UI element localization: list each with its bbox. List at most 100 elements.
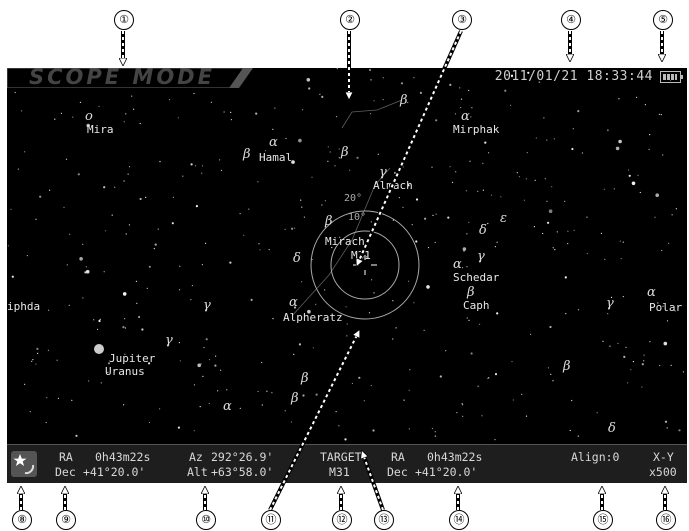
hamal-beta: β <box>243 147 251 162</box>
star <box>329 151 331 153</box>
star <box>298 138 302 143</box>
star <box>415 198 419 201</box>
star <box>141 328 144 331</box>
star <box>266 390 268 392</box>
az-label: Az <box>189 450 203 464</box>
star <box>300 199 302 201</box>
greek-gamma-3: γ <box>203 298 211 313</box>
star <box>523 199 526 201</box>
star <box>335 411 337 413</box>
star <box>494 373 498 376</box>
star <box>123 180 125 182</box>
star <box>293 306 297 309</box>
star <box>47 349 50 351</box>
star <box>449 83 452 86</box>
star <box>294 227 296 229</box>
star <box>338 425 340 427</box>
star <box>193 384 196 386</box>
star <box>208 359 211 361</box>
star <box>496 312 499 315</box>
star <box>146 287 148 289</box>
star <box>479 323 481 325</box>
star <box>308 87 311 90</box>
star <box>666 320 669 322</box>
star <box>484 141 487 144</box>
star <box>35 218 37 220</box>
label-uranus: Uranus <box>105 365 145 378</box>
star <box>46 397 48 399</box>
star <box>510 104 512 106</box>
star <box>469 160 471 162</box>
star <box>301 206 303 208</box>
star <box>461 403 463 405</box>
star-mode-icon[interactable] <box>11 451 37 477</box>
alt-label: Alt <box>187 465 208 479</box>
greek-delta-2: δ <box>479 223 487 238</box>
star <box>402 206 404 208</box>
star <box>123 404 125 406</box>
star <box>274 107 276 109</box>
callout-1: ① <box>114 10 134 30</box>
star <box>87 271 89 273</box>
callout-15: ⑮ <box>593 510 613 530</box>
star <box>542 232 544 235</box>
az-value: 292°26.9' <box>211 450 274 464</box>
star <box>199 406 201 408</box>
label-almach: Almach <box>373 179 413 192</box>
star <box>82 243 84 245</box>
star <box>131 95 133 97</box>
star <box>482 162 484 164</box>
star <box>331 246 333 249</box>
star <box>272 128 274 130</box>
battery-icon <box>660 71 683 83</box>
star <box>643 354 645 356</box>
star <box>177 117 179 119</box>
greek-delta-3: δ <box>608 421 616 436</box>
star <box>194 165 197 167</box>
star <box>439 375 442 378</box>
star <box>512 399 514 401</box>
star <box>415 240 418 243</box>
star <box>201 264 203 266</box>
star <box>105 230 107 232</box>
star <box>82 297 84 299</box>
greek-gamma-5: γ <box>606 296 614 311</box>
star <box>434 241 436 244</box>
alt-value: +63°58.0' <box>211 465 274 479</box>
star <box>57 397 60 399</box>
star <box>48 309 50 311</box>
star <box>259 249 261 251</box>
star <box>622 296 624 298</box>
star <box>56 359 58 361</box>
star <box>627 382 629 384</box>
star <box>504 89 507 92</box>
star <box>363 400 365 402</box>
star <box>308 429 310 431</box>
star <box>111 214 113 216</box>
star <box>662 305 664 307</box>
star <box>569 429 571 432</box>
star <box>434 435 436 437</box>
star <box>660 114 662 116</box>
callout-11: ⑪ <box>261 510 281 530</box>
star <box>138 315 141 319</box>
star <box>525 415 528 417</box>
star <box>607 129 609 131</box>
star <box>671 214 673 216</box>
star <box>250 298 253 301</box>
datetime-display: 2011/01/21 18:33:44 <box>494 69 653 84</box>
star <box>85 266 87 268</box>
star <box>272 318 274 320</box>
greek-beta-2: β <box>341 145 349 160</box>
star <box>124 353 126 355</box>
star <box>66 264 68 266</box>
star <box>358 376 361 379</box>
star <box>553 138 555 140</box>
star <box>203 346 205 349</box>
star <box>268 249 270 251</box>
star <box>148 362 151 365</box>
star <box>32 359 34 361</box>
star <box>324 289 326 291</box>
star <box>529 78 531 81</box>
star <box>673 306 675 308</box>
